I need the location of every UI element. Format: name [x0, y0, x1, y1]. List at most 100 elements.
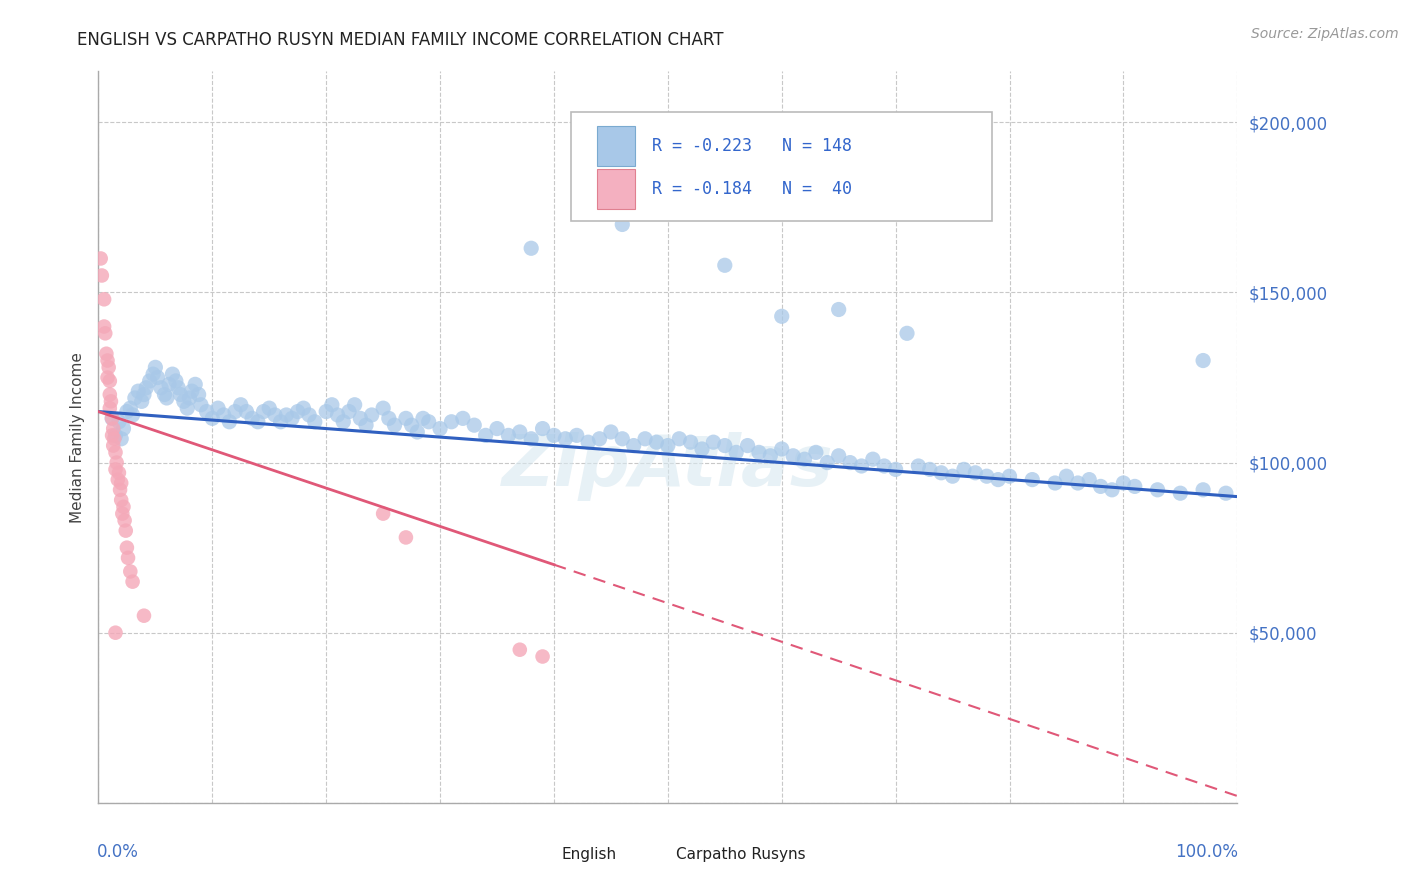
- Point: [1056, 469, 1078, 483]
- Point: [576, 435, 599, 450]
- Point: [252, 404, 274, 418]
- Point: [657, 439, 679, 453]
- Point: [349, 411, 371, 425]
- Point: [167, 381, 190, 395]
- Point: [907, 458, 929, 473]
- Point: [97, 360, 120, 375]
- Point: [679, 435, 702, 450]
- Point: [169, 387, 191, 401]
- Point: [668, 432, 690, 446]
- Point: [246, 415, 269, 429]
- Point: [531, 421, 554, 435]
- Point: [132, 387, 155, 401]
- Point: [748, 445, 770, 459]
- Point: [212, 408, 235, 422]
- Point: [90, 252, 112, 266]
- Point: [315, 404, 337, 418]
- Point: [93, 293, 115, 307]
- Point: [463, 418, 485, 433]
- Point: [150, 381, 173, 395]
- Point: [418, 415, 440, 429]
- Point: [1112, 475, 1135, 490]
- Point: [332, 415, 354, 429]
- Point: [108, 466, 131, 480]
- Point: [240, 411, 263, 425]
- Point: [103, 421, 125, 435]
- Text: ENGLISH VS CARPATHO RUSYN MEDIAN FAMILY INCOME CORRELATION CHART: ENGLISH VS CARPATHO RUSYN MEDIAN FAMILY …: [77, 31, 724, 49]
- Point: [190, 398, 212, 412]
- Point: [942, 469, 965, 483]
- Point: [714, 439, 737, 453]
- Point: [173, 394, 195, 409]
- Point: [520, 241, 543, 255]
- Point: [201, 411, 224, 425]
- Point: [132, 608, 155, 623]
- Point: [1078, 473, 1101, 487]
- Point: [440, 415, 463, 429]
- Point: [770, 442, 793, 456]
- Point: [1146, 483, 1168, 497]
- Point: [804, 445, 827, 459]
- Point: [953, 462, 976, 476]
- Point: [110, 493, 132, 508]
- Point: [121, 574, 143, 589]
- Point: [884, 462, 907, 476]
- Point: [737, 439, 759, 453]
- Point: [395, 531, 418, 545]
- Point: [195, 404, 218, 418]
- Point: [162, 367, 184, 381]
- Point: [104, 428, 127, 442]
- Point: [264, 408, 287, 422]
- Point: [105, 456, 128, 470]
- Point: [839, 456, 862, 470]
- FancyBboxPatch shape: [520, 839, 548, 869]
- Point: [110, 475, 132, 490]
- Text: Carpatho Rusyns: Carpatho Rusyns: [676, 847, 806, 862]
- Point: [101, 428, 124, 442]
- Point: [218, 415, 240, 429]
- Point: [298, 408, 321, 422]
- Point: [131, 394, 153, 409]
- Point: [343, 398, 366, 412]
- Point: [121, 408, 143, 422]
- Point: [138, 374, 160, 388]
- Point: [287, 404, 309, 418]
- Point: [851, 458, 873, 473]
- Point: [110, 432, 132, 446]
- Point: [117, 550, 139, 565]
- Point: [337, 404, 360, 418]
- Point: [873, 458, 896, 473]
- Point: [135, 381, 157, 395]
- Point: [112, 421, 135, 435]
- Point: [565, 428, 588, 442]
- Point: [1043, 475, 1066, 490]
- Point: [124, 391, 146, 405]
- Point: [107, 473, 129, 487]
- Text: English: English: [562, 847, 617, 862]
- Point: [554, 432, 576, 446]
- Text: 0.0%: 0.0%: [97, 843, 139, 861]
- Point: [360, 408, 382, 422]
- Text: ZipAtlas: ZipAtlas: [502, 432, 834, 500]
- Point: [395, 411, 418, 425]
- Point: [384, 418, 406, 433]
- Point: [104, 445, 127, 459]
- Point: [486, 421, 509, 435]
- Point: [114, 524, 136, 538]
- Point: [634, 432, 657, 446]
- Point: [292, 401, 315, 416]
- Point: [862, 452, 884, 467]
- Point: [612, 432, 634, 446]
- FancyBboxPatch shape: [598, 169, 636, 209]
- Point: [793, 452, 815, 467]
- Point: [120, 565, 142, 579]
- Point: [1067, 475, 1090, 490]
- Point: [281, 411, 304, 425]
- Point: [371, 507, 394, 521]
- Point: [612, 218, 634, 232]
- Point: [371, 401, 394, 416]
- Point: [259, 401, 281, 416]
- Text: 100.0%: 100.0%: [1175, 843, 1239, 861]
- Text: R = -0.223   N = 148: R = -0.223 N = 148: [652, 137, 852, 155]
- Point: [543, 428, 565, 442]
